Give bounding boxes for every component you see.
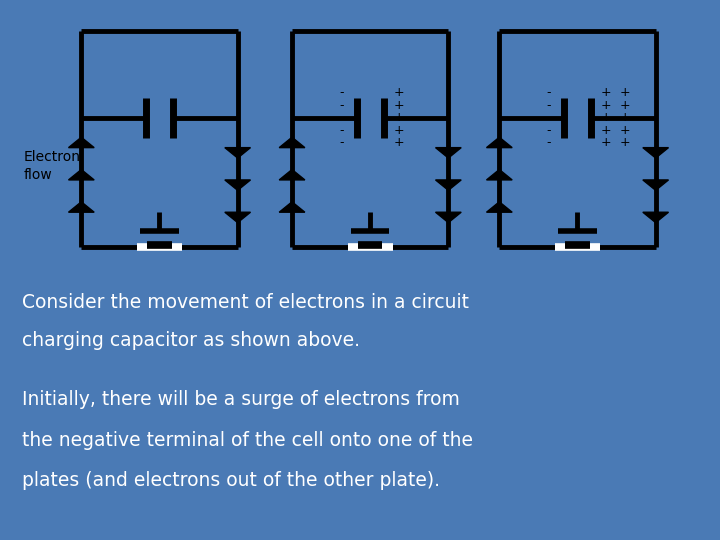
Text: +: + (600, 136, 611, 149)
Text: Consider the movement of electrons in a circuit: Consider the movement of electrons in a … (22, 293, 469, 312)
Polygon shape (643, 180, 668, 191)
Text: -: - (339, 136, 344, 149)
Text: -: - (546, 111, 552, 124)
Text: +: + (600, 99, 611, 112)
Polygon shape (436, 180, 462, 191)
Text: +: + (620, 86, 631, 99)
Polygon shape (225, 180, 251, 191)
Text: -: - (339, 86, 344, 99)
Polygon shape (279, 137, 305, 147)
Text: the negative terminal of the cell onto one of the: the negative terminal of the cell onto o… (22, 430, 472, 450)
Text: -: - (546, 124, 552, 137)
Text: -: - (546, 86, 552, 99)
Text: -: - (339, 124, 344, 137)
Text: -: - (546, 136, 552, 149)
Text: +: + (600, 86, 611, 99)
Polygon shape (487, 170, 512, 180)
Text: +: + (600, 111, 611, 124)
Text: charging capacitor as shown above.: charging capacitor as shown above. (22, 330, 359, 350)
Polygon shape (68, 202, 94, 212)
Text: -: - (339, 111, 344, 124)
Text: +: + (393, 111, 404, 124)
Text: plates (and electrons out of the other plate).: plates (and electrons out of the other p… (22, 471, 440, 490)
Text: +: + (393, 99, 404, 112)
Text: +: + (620, 111, 631, 124)
Polygon shape (279, 170, 305, 180)
Text: +: + (620, 99, 631, 112)
Text: Electron
flow: Electron flow (24, 150, 81, 183)
Polygon shape (436, 212, 462, 222)
Polygon shape (487, 202, 512, 212)
Text: +: + (393, 124, 404, 137)
Polygon shape (643, 147, 668, 158)
Polygon shape (436, 147, 462, 158)
Text: +: + (393, 136, 404, 149)
Text: +: + (393, 86, 404, 99)
Text: -: - (546, 99, 552, 112)
Polygon shape (643, 212, 668, 222)
Polygon shape (487, 137, 512, 147)
Text: +: + (600, 124, 611, 137)
Polygon shape (279, 202, 305, 212)
Text: Initially, there will be a surge of electrons from: Initially, there will be a surge of elec… (22, 390, 459, 409)
Polygon shape (225, 212, 251, 222)
Text: +: + (620, 124, 631, 137)
Text: -: - (339, 99, 344, 112)
Polygon shape (68, 137, 94, 147)
Text: +: + (620, 136, 631, 149)
Polygon shape (225, 147, 251, 158)
Polygon shape (68, 170, 94, 180)
